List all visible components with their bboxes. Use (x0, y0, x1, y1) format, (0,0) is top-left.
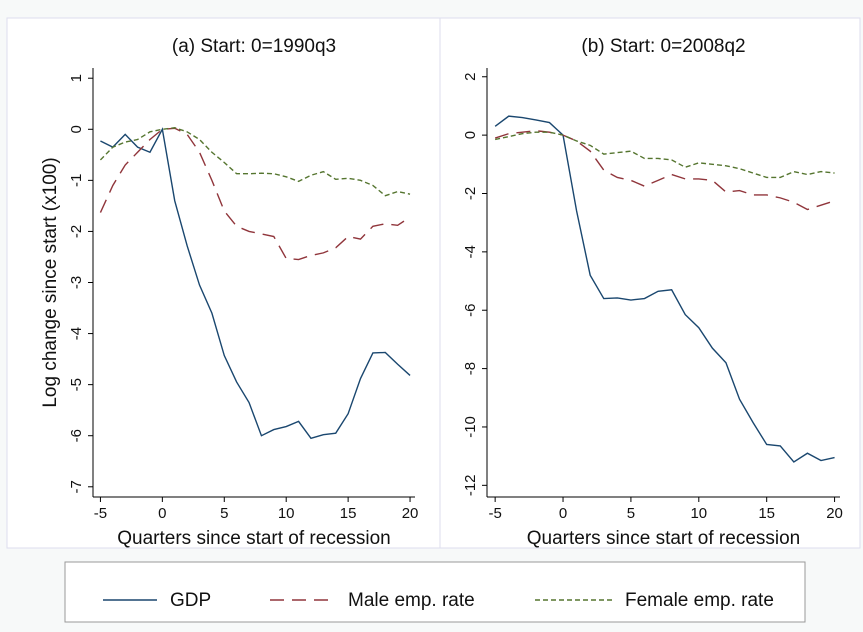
legend-label: GDP (170, 590, 211, 611)
x-tick-label: 0 (158, 505, 166, 522)
x-tick-label: 15 (340, 505, 357, 522)
series-line (494, 131, 835, 179)
y-axis-label: Log change since start (x100) (40, 157, 61, 407)
series-line (494, 115, 835, 463)
x-tick-label: -5 (488, 505, 501, 522)
x-axis-label: Quarters since start of recession (527, 528, 801, 549)
x-tick-label: 20 (402, 505, 419, 522)
y-tick-label: -3 (68, 276, 85, 289)
x-tick-label: 5 (627, 505, 635, 522)
chart-title: (b) Start: 0=2008q2 (581, 36, 745, 57)
y-tick-label: -4 (462, 245, 479, 258)
panel-b (439, 17, 861, 549)
series-line (99, 127, 411, 197)
y-tick-label: -7 (68, 480, 85, 493)
x-tick-label: -5 (94, 505, 107, 522)
series-line (100, 127, 411, 440)
y-tick-label: -4 (68, 327, 85, 340)
x-axis-label: Quarters since start of recession (117, 528, 391, 549)
y-tick-label: -2 (462, 187, 479, 200)
x-tick-label: 15 (758, 505, 775, 522)
series-line (99, 127, 411, 261)
y-tick-label: 0 (68, 125, 85, 133)
y-tick-label: -12 (462, 474, 479, 496)
y-tick-label: -2 (68, 225, 85, 238)
legend-label: Male emp. rate (348, 590, 475, 611)
y-tick-label: -8 (462, 362, 479, 375)
y-tick-label: -10 (462, 416, 479, 438)
x-tick-label: 5 (220, 505, 228, 522)
x-tick-label: 0 (559, 505, 567, 522)
y-tick-label: 0 (462, 131, 479, 139)
x-tick-label: 20 (826, 505, 843, 522)
y-tick-label: -5 (68, 378, 85, 391)
legend-label: Female emp. rate (625, 590, 774, 611)
y-tick-label: 2 (462, 73, 479, 81)
legend (64, 561, 806, 623)
y-tick-label: -6 (68, 429, 85, 442)
y-tick-label: 1 (68, 74, 85, 82)
x-tick-label: 10 (278, 505, 295, 522)
y-tick-label: -6 (462, 304, 479, 317)
chart-title: (a) Start: 0=1990q3 (172, 36, 336, 57)
x-tick-label: 10 (690, 505, 707, 522)
panel-a (6, 17, 441, 549)
y-tick-label: -1 (68, 174, 85, 187)
